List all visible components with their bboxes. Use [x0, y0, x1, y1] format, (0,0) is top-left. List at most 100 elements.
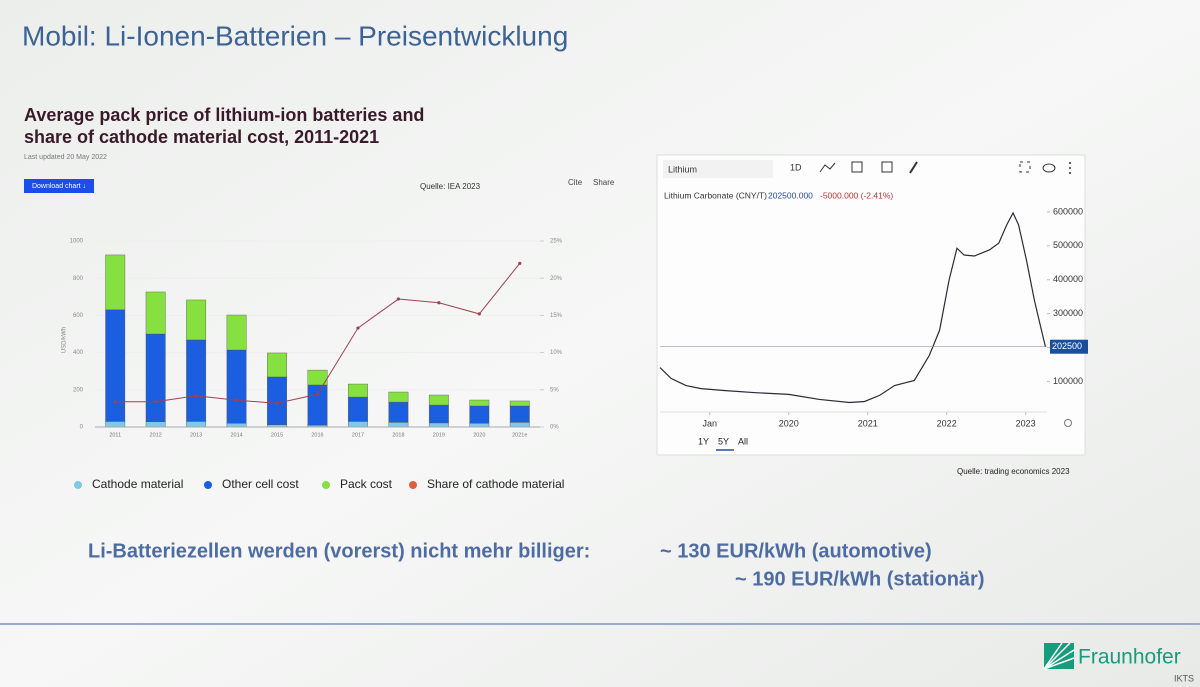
share-point	[477, 312, 481, 316]
x-tick-label: 2016	[311, 432, 323, 438]
download-icon[interactable]	[1042, 163, 1056, 173]
bar-segment	[469, 405, 490, 424]
bar-segment	[186, 421, 207, 428]
bar-segment	[105, 309, 126, 422]
bar-segment	[388, 391, 409, 403]
y-tick-label: 400000	[1053, 274, 1083, 284]
bar-segment	[226, 314, 247, 351]
bar-segment	[509, 422, 530, 428]
bar-segment	[145, 421, 166, 428]
bar-segment	[267, 352, 287, 378]
source: Quelle: trading economics 2023	[957, 467, 1070, 476]
y2-tick-label: 15%	[550, 313, 563, 319]
bar-segment	[226, 423, 247, 428]
download-label[interactable]: Download chart ↓	[32, 183, 86, 190]
range-button[interactable]: 1D	[790, 162, 802, 172]
x-tick-label: 2021	[858, 418, 878, 428]
legend-swatch	[74, 481, 82, 489]
settings-icon[interactable]	[1064, 419, 1072, 427]
y-tick-label: 600000	[1053, 206, 1083, 216]
share-button[interactable]: Share	[593, 178, 615, 187]
chart-title: Average pack price of lithium-ion batter…	[24, 105, 424, 147]
x-tick-label: 2018	[392, 432, 404, 438]
chart-type-icon[interactable]	[819, 162, 836, 173]
last-price-box	[1050, 339, 1088, 354]
bar-segment	[186, 299, 207, 341]
share-point	[315, 392, 320, 396]
draw-icon[interactable]	[909, 161, 918, 174]
price-automotive: ~ 130 EUR/kWh (automotive)	[660, 540, 932, 562]
x-tick-label: 2012	[150, 432, 162, 438]
share-point	[437, 301, 441, 305]
conclusion: Li-Batteriezellen werden (vorerst) nicht…	[88, 540, 590, 562]
legend-swatch	[204, 481, 212, 489]
share-point	[518, 261, 522, 265]
bar-segment	[428, 422, 449, 428]
period-button[interactable]: 1Y	[698, 436, 709, 446]
calendar-icon[interactable]	[851, 161, 863, 173]
bar-segment	[428, 394, 449, 406]
bar-segment	[428, 404, 449, 424]
x-tick-label: 2019	[433, 432, 445, 438]
logo-icon	[1043, 642, 1075, 670]
add-icon[interactable]	[881, 161, 893, 173]
share-point	[396, 297, 401, 301]
y2-tick-label: 10%	[550, 350, 563, 356]
legend-label: Cathode material	[92, 477, 183, 491]
bar-segment	[348, 396, 368, 422]
share-point	[154, 400, 158, 404]
bar-segment	[307, 384, 328, 426]
share-point	[234, 398, 239, 402]
bar-segment	[348, 421, 368, 428]
price-line	[659, 211, 1047, 404]
x-tick-label: 2013	[190, 432, 202, 438]
y2-tick-label: 0%	[550, 425, 559, 431]
x-tick-label: 2023	[1016, 418, 1036, 428]
series-name: Lithium Carbonate (CNY/T)	[664, 190, 767, 200]
bar-segment	[105, 254, 126, 311]
x-tick-label: 2014	[230, 432, 242, 438]
chart-subtitle: Last updated 20 May 2022	[24, 154, 107, 161]
legend-label: Other cell cost	[222, 477, 299, 491]
legend-swatch	[322, 481, 330, 489]
change-text: -5000.000 (-2.41%)	[820, 190, 893, 200]
slide-title: Mobil: Li-Ionen-Batterien – Preisentwick…	[22, 20, 568, 51]
x-tick-label: 2022	[937, 418, 957, 428]
bar-segment	[226, 349, 247, 424]
y-tick-label: 500000	[1053, 240, 1083, 250]
x-tick-label: 2011	[109, 432, 121, 438]
menu-icon	[1069, 172, 1071, 174]
y-tick-label: 100000	[1053, 376, 1083, 386]
period-button[interactable]: All	[738, 436, 748, 446]
x-tick-label: 2015	[271, 432, 283, 438]
share-point	[356, 326, 360, 330]
y2-tick-label: 25%	[550, 239, 563, 245]
download-button[interactable]	[24, 179, 94, 193]
legend-label: Share of cathode material	[427, 477, 564, 491]
source: Quelle: IEA 2023	[420, 182, 481, 191]
bar-segment	[145, 333, 166, 422]
price-text: 202500.000	[768, 190, 813, 200]
period-button[interactable]: 5Y	[718, 436, 729, 446]
fullscreen-icon[interactable]	[1019, 161, 1031, 173]
y-tick-label: 1000	[70, 239, 84, 245]
price-panel	[656, 154, 1086, 456]
bar-segment	[388, 401, 409, 423]
instrument: Lithium	[668, 164, 697, 174]
y-axis-label: USD/kWh	[62, 327, 68, 353]
y-tick-label: 0	[80, 425, 84, 431]
bar-segment	[388, 422, 409, 428]
y2-tick-label: 5%	[550, 387, 559, 393]
menu-icon[interactable]	[1069, 162, 1071, 164]
y-tick-label: 800	[73, 276, 84, 282]
x-tick-label: 2020	[779, 418, 799, 428]
last-price-label: 202500	[1052, 341, 1082, 351]
cite-button[interactable]: Cite	[568, 178, 583, 187]
bar-segment	[509, 400, 530, 407]
search-box[interactable]	[663, 160, 773, 178]
share-point	[275, 401, 279, 405]
menu-icon	[1069, 167, 1071, 169]
logo-sub: IKTS	[1174, 673, 1194, 683]
share-point	[113, 400, 117, 404]
